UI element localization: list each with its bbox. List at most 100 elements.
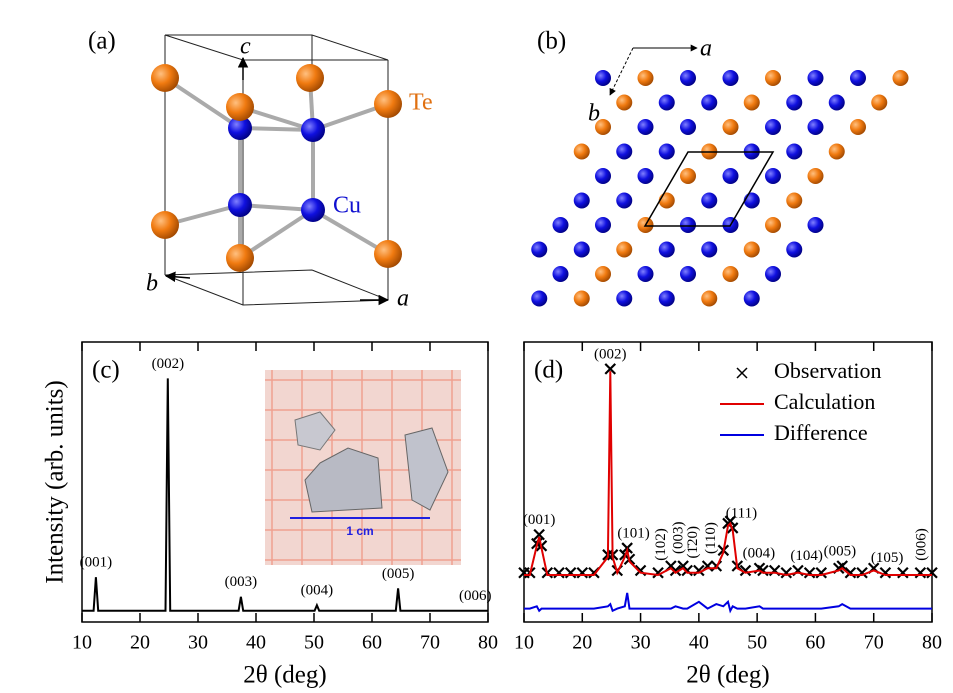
plot-frame: [523, 341, 933, 623]
marker: [815, 566, 828, 579]
x-tick-label: 40: [246, 632, 266, 654]
series-line: [82, 378, 488, 612]
cu-atom: [573, 192, 590, 209]
cu-atom: [786, 241, 803, 258]
cu-atom: [658, 241, 675, 258]
x-tick-label: 30: [188, 632, 208, 654]
cu-atom: [616, 143, 633, 160]
legend-label: Calculation: [774, 389, 875, 414]
axis-label: a: [397, 286, 409, 312]
legend-marker: [736, 367, 748, 379]
cu-atom: [658, 143, 675, 160]
marker: [803, 566, 816, 579]
legend-label: Difference: [774, 420, 868, 445]
x-tick-label: 10: [72, 632, 92, 654]
te-atom: [616, 94, 633, 111]
panel-label: (c): [92, 357, 120, 384]
bonds: [163, 76, 390, 260]
x-tick-label: 50: [747, 632, 767, 654]
peak-label: (003): [225, 574, 258, 590]
axis-label: b: [146, 271, 158, 297]
plot-frame: [81, 341, 489, 623]
marker: [533, 528, 545, 541]
panel-label: (a): [88, 28, 116, 55]
series-line: [524, 592, 932, 614]
cu-atom: [828, 94, 845, 111]
inset-photo: 1 cm: [265, 370, 461, 565]
x-tick-label: 60: [805, 632, 825, 654]
peak-label: (003): [670, 522, 686, 555]
crystal-structure: [151, 34, 402, 306]
peak-label: (104): [790, 548, 823, 564]
unit-cell: [643, 151, 775, 227]
peak-label: (101): [617, 526, 650, 542]
cu-atom: [573, 241, 590, 258]
cu-atom: [701, 192, 718, 209]
cu-atom: [680, 70, 696, 86]
peak-label: (004): [743, 546, 776, 562]
peak-label: (110): [703, 522, 719, 554]
x-tick-label: 10: [514, 632, 534, 654]
x-tick-label: 70: [420, 632, 440, 654]
peak-label: (002): [152, 356, 185, 372]
peak-label: (006): [914, 528, 930, 561]
atoms: [151, 64, 402, 272]
marker: [652, 566, 664, 579]
peak-label: (1̄20): [685, 526, 701, 559]
cu-atom: [807, 119, 824, 135]
marker: [757, 564, 769, 577]
peak-label: (001): [80, 555, 113, 571]
marker: [681, 564, 693, 577]
peak-label: (105): [871, 550, 904, 566]
cu-atom: [595, 70, 611, 86]
scale-label: 1 cm: [346, 524, 373, 538]
te-atom: [595, 119, 611, 135]
x-axis-label: 2θ (deg): [686, 662, 769, 689]
marker: [564, 566, 577, 579]
cu-atom: [765, 168, 781, 184]
marker: [739, 564, 752, 577]
te-atom: [722, 119, 739, 135]
peak-label: (111): [726, 505, 757, 521]
cu-atom: [743, 290, 760, 307]
cu-atom: [850, 70, 866, 86]
cu-atom: [765, 119, 781, 135]
cu-atom: [595, 217, 611, 233]
te-atom: [573, 143, 590, 160]
x-tick-label: 50: [304, 632, 324, 654]
peak-label: (006): [459, 588, 492, 604]
axis-label: b: [588, 101, 600, 127]
te-atom: [892, 70, 909, 86]
te-atom: [765, 217, 781, 233]
te-atom: [743, 241, 760, 258]
panel-label: (b): [537, 28, 566, 55]
peak-label: (102): [653, 528, 669, 561]
peak-label: (001): [523, 512, 556, 528]
x-tick-label: 60: [362, 632, 382, 654]
marker: [724, 515, 737, 527]
lattice: [531, 70, 909, 307]
atom-label: Cu: [333, 193, 361, 219]
cu-atom: [658, 94, 675, 111]
cu-atom: [807, 70, 824, 86]
te-atom: [828, 143, 845, 160]
crystal: [404, 427, 449, 511]
marker: [844, 566, 857, 579]
cu-atom: [722, 70, 739, 86]
cu-atom: [680, 266, 696, 282]
peak-label: (005): [824, 543, 857, 559]
x-tick-label: 40: [689, 632, 709, 654]
axis-label: c: [240, 34, 251, 60]
atom-label: Te: [409, 90, 433, 116]
x-tick-label: 30: [631, 632, 651, 654]
cu-atom: [531, 241, 548, 258]
peak-label: (005): [382, 566, 415, 582]
cu-atom: [552, 266, 569, 282]
cu-atom: [637, 168, 654, 184]
marker: [604, 363, 617, 375]
marker: [879, 566, 892, 579]
cu-atom: [616, 290, 633, 307]
marker: [914, 566, 927, 579]
cu-atom: [743, 192, 760, 209]
